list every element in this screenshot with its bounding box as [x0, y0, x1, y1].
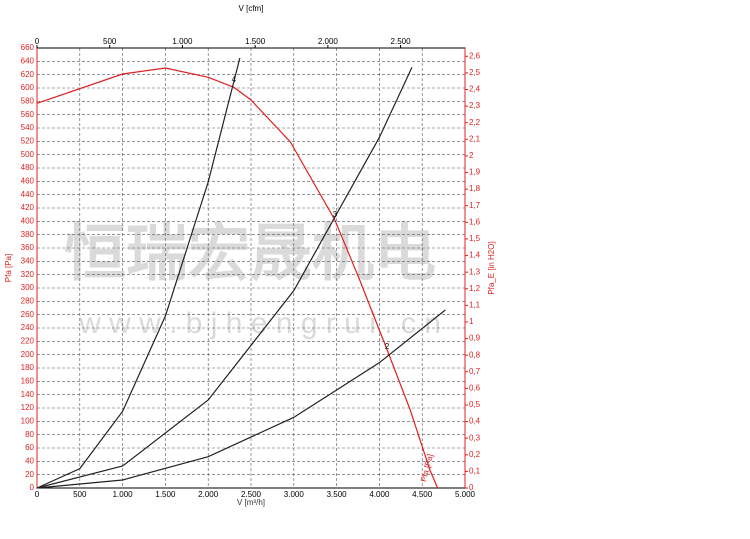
- y2-tick-label: 1,4: [469, 251, 481, 260]
- x2-tick-label: 0: [35, 37, 40, 46]
- x2-tick-label: 1.000: [172, 37, 193, 46]
- y-tick-label: 0: [30, 483, 35, 492]
- y2-tick-label: 2,5: [469, 68, 481, 77]
- x-axis-label: V [m³/h]: [237, 498, 265, 507]
- x-tick-label: 4.500: [412, 490, 433, 499]
- x-tick-label: 5.000: [455, 490, 476, 499]
- series-label: 4: [232, 75, 237, 84]
- series-line: [36, 309, 446, 489]
- y2-tick-label: 0: [469, 483, 474, 492]
- y-tick-label: 360: [21, 243, 35, 252]
- y2-tick-label: 1: [469, 317, 474, 326]
- series-label: Pfa [Pa]: [419, 453, 435, 483]
- y2-tick-label: 1,5: [469, 234, 481, 243]
- x2-tick-label: 2.000: [318, 37, 339, 46]
- y-tick-label: 580: [21, 96, 35, 105]
- y-tick-label: 420: [21, 203, 35, 212]
- y-tick-label: 540: [21, 123, 35, 132]
- y-tick-label: 160: [21, 376, 35, 385]
- x-tick-label: 2.500: [241, 490, 262, 499]
- series-line: [36, 67, 413, 489]
- x-tick-label: 1.500: [155, 490, 176, 499]
- y-tick-label: 480: [21, 163, 35, 172]
- y2-tick-label: 1,9: [469, 168, 481, 177]
- y-tick-label: 560: [21, 110, 35, 119]
- x-tick-label: 1.000: [113, 490, 134, 499]
- y2-tick-label: 1,8: [469, 184, 481, 193]
- y2-tick-label: 1,3: [469, 267, 481, 276]
- y-tick-label: 20: [25, 470, 34, 479]
- y-tick-label: 180: [21, 363, 35, 372]
- y-tick-label: 520: [21, 136, 35, 145]
- y2-tick-label: 2,2: [469, 118, 481, 127]
- y-tick-label: 260: [21, 310, 35, 319]
- y2-tick-label: 1,6: [469, 217, 481, 226]
- y-tick-label: 380: [21, 230, 35, 239]
- y2-tick-label: 0,4: [469, 417, 481, 426]
- x2-tick-label: 2.500: [391, 37, 412, 46]
- y2-tick-label: 0,1: [469, 467, 481, 476]
- y2-tick-label: 1,2: [469, 284, 481, 293]
- y-tick-label: 600: [21, 83, 35, 92]
- y-tick-label: 300: [21, 283, 35, 292]
- y2-tick-label: 0,6: [469, 383, 481, 392]
- y-tick-label: 500: [21, 150, 35, 159]
- y-tick-label: 80: [25, 430, 34, 439]
- y-tick-label: 40: [25, 456, 34, 465]
- y-tick-label: 220: [21, 336, 35, 345]
- x-tick-label: 4.000: [369, 490, 390, 499]
- y-tick-label: 100: [21, 416, 35, 425]
- y-tick-label: 660: [21, 43, 35, 52]
- x2-tick-label: 500: [103, 37, 117, 46]
- watermark: 恒瑞宏晟机电: [64, 219, 436, 288]
- y2-tick-label: 2,4: [469, 85, 481, 94]
- y2-tick-label: 0,5: [469, 400, 481, 409]
- y-tick-label: 120: [21, 403, 35, 412]
- y-tick-label: 240: [21, 323, 35, 332]
- y-axis-label: Pfa [Pa]: [4, 254, 13, 282]
- y-tick-label: 60: [25, 443, 34, 452]
- y-tick-label: 200: [21, 350, 35, 359]
- x-tick-label: 2.000: [198, 490, 219, 499]
- y-tick-label: 400: [21, 216, 35, 225]
- y-tick-label: 440: [21, 190, 35, 199]
- y2-tick-label: 0,2: [469, 450, 481, 459]
- y-tick-label: 460: [21, 176, 35, 185]
- x2-axis-label: V [cfm]: [239, 4, 264, 13]
- y2-tick-label: 2,6: [469, 51, 481, 60]
- y2-axis-label: Pfa_E [in H2O]: [487, 241, 496, 294]
- y2-tick-label: 2,1: [469, 134, 481, 143]
- series-label: 3: [333, 210, 338, 219]
- x-tick-label: 3.000: [284, 490, 305, 499]
- y-tick-label: 140: [21, 390, 35, 399]
- series-line: [36, 57, 241, 489]
- y2-tick-label: 2,3: [469, 101, 481, 110]
- y2-tick-label: 0,9: [469, 334, 481, 343]
- y-tick-label: 320: [21, 270, 35, 279]
- x-tick-label: 500: [73, 490, 87, 499]
- y2-tick-label: 0,8: [469, 350, 481, 359]
- x-tick-label: 3.500: [327, 490, 348, 499]
- y-tick-label: 340: [21, 256, 35, 265]
- x2-tick-label: 1.500: [245, 37, 266, 46]
- y2-tick-label: 2: [469, 151, 474, 160]
- series-label: 2: [385, 342, 390, 351]
- y-tick-label: 280: [21, 296, 35, 305]
- y2-tick-label: 0,7: [469, 367, 481, 376]
- y2-tick-label: 1,7: [469, 201, 481, 210]
- series-line: [36, 67, 439, 489]
- y-tick-label: 620: [21, 70, 35, 79]
- y-tick-label: 640: [21, 56, 35, 65]
- x-tick-label: 0: [35, 490, 40, 499]
- y2-tick-label: 1,1: [469, 300, 481, 309]
- y2-tick-label: 0,3: [469, 433, 481, 442]
